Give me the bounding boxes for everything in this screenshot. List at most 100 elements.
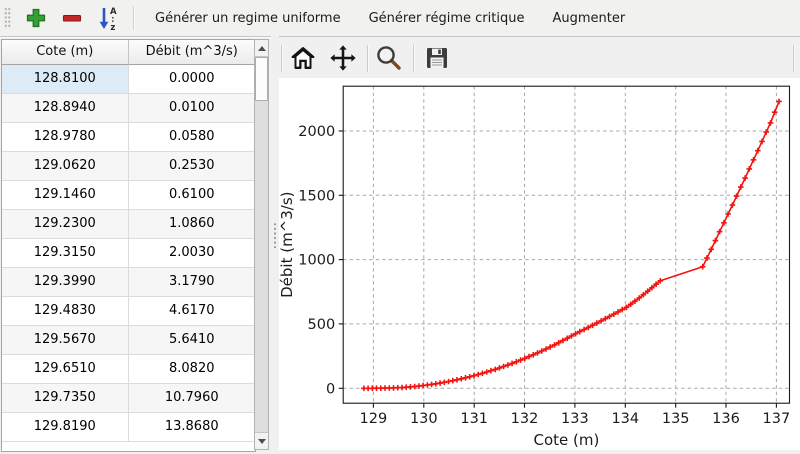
table-row[interactable]: 129.1460 0.6100 [2,181,255,210]
table-row[interactable]: 129.0620 0.2530 [2,152,255,181]
x-tick-label: 136 [712,411,740,427]
table-cell[interactable]: 129.4830 [2,297,129,325]
axes-spines [342,85,791,404]
x-axis-label: Cote (m) [533,431,599,449]
table-cell[interactable]: 3.1790 [169,274,215,289]
save-icon [427,48,447,68]
table-cell[interactable]: 8.0820 [169,361,215,376]
pan-icon [330,45,356,71]
table-cell[interactable]: 0.2530 [169,158,215,173]
home-button[interactable] [286,42,320,74]
table-row[interactable]: 129.3990 3.1790 [2,268,255,297]
table-header-row: Cote (m) Débit (m^3/s) [2,40,255,65]
table-row[interactable]: 128.8100 0.0000 [2,65,255,94]
table-row[interactable]: 129.7350 10.7960 [2,384,255,413]
scroll-down-button[interactable] [255,432,268,449]
y-tick-label: 1000 [298,253,335,269]
table-cell[interactable]: 128.9780 [2,123,129,151]
table-cell[interactable]: 129.2300 [2,210,129,238]
pane-splitter[interactable] [271,36,279,450]
table-row[interactable]: 128.9780 0.0580 [2,123,255,152]
table-cell[interactable]: 0.6100 [169,187,215,202]
x-tick-label: 130 [410,411,438,427]
table-row[interactable]: 129.3150 2.0030 [2,239,255,268]
table-cell[interactable]: 10.7960 [164,390,219,405]
table-cell[interactable]: 1.0860 [169,216,215,231]
figure-canvas[interactable]: 129 130 131 132 133 134 135 136 137 0 500 1000 1500 2… [278,78,800,450]
splitter-handle-icon [273,222,277,248]
y-tick-label: 0 [326,381,335,397]
y-axis-label: Débit (m^3/s) [279,191,296,297]
x-tick-label: 135 [662,411,690,427]
zoom-button[interactable] [372,42,406,74]
generate-uniform-regime-button[interactable]: Générer un regime uniforme [141,2,355,34]
table-scrollbar[interactable] [254,39,269,450]
table-cell[interactable]: 0.0580 [169,129,215,144]
table-cell[interactable]: 129.3150 [2,239,129,267]
table-cell[interactable]: 129.7350 [2,384,129,412]
table-cell[interactable]: 5.6410 [169,332,215,347]
sort-az-icon: A z [99,7,117,31]
scrollbar-track[interactable] [255,101,268,434]
sort-button[interactable]: A z [92,2,124,34]
plot-pane: 129 130 131 132 133 134 135 136 137 0 500 1000 1500 2… [278,37,800,450]
data-table: Cote (m) Débit (m^3/s) 128.8100 0.0000 128… [1,39,256,452]
arrow-up-icon [257,45,266,51]
x-tick-label: 129 [360,411,388,427]
chart-svg: 129 130 131 132 133 134 135 136 137 0 500 1000 1500 2… [278,85,791,449]
table-row[interactable]: 129.4830 4.6170 [2,297,255,326]
scrollbar-thumb[interactable] [255,57,268,101]
table-body: 128.8100 0.0000 128.8940 0.0100 128.9780 0.05… [2,65,255,442]
column-header-cote[interactable]: Cote (m) [2,40,129,65]
y-tick-label: 500 [308,317,336,333]
table-cell[interactable]: 0.0000 [169,71,215,86]
table-cell[interactable]: 129.1460 [2,181,129,209]
remove-icon [62,14,82,22]
x-tick-label: 137 [763,411,791,427]
series-markers [361,98,782,392]
x-tick-label: 132 [511,411,539,427]
x-tick-label: 131 [460,411,488,427]
plot-navigation-toolbar [279,40,800,76]
table-row[interactable]: 129.6510 8.0820 [2,355,255,384]
augment-button[interactable]: Augmenter [538,2,639,34]
table-cell[interactable]: 129.5670 [2,326,129,354]
y-tick-label: 2000 [298,124,335,140]
table-cell[interactable]: 129.0620 [2,152,129,180]
x-tick-label: 134 [611,411,639,427]
zoom-icon [377,46,401,70]
column-header-debit[interactable]: Débit (m^3/s) [128,40,255,65]
x-tick-label: 133 [561,411,589,427]
add-row-button[interactable] [20,2,52,34]
table-cell[interactable]: 13.8680 [164,419,219,434]
toolbar-separator [413,44,414,72]
scroll-up-button[interactable] [255,40,268,57]
table-row[interactable]: 129.2300 1.0860 [2,210,255,239]
table-row[interactable]: 129.5670 5.6410 [2,326,255,355]
table-cell[interactable]: 2.0030 [169,245,215,260]
add-icon [26,8,46,28]
table-cell[interactable]: 128.8100 [2,65,129,93]
table-pane: Cote (m) Débit (m^3/s) 128.8100 0.0000 128… [0,38,272,452]
table-cell[interactable]: 0.0100 [169,100,215,115]
svg-text:A: A [110,7,117,17]
main-toolbar: A z Générer un regime uniforme Générer r… [0,0,800,37]
table-cell[interactable]: 129.3990 [2,268,129,296]
table-row[interactable]: 129.8190 13.8680 [2,413,255,442]
table-row[interactable]: 128.8940 0.0100 [2,94,255,123]
table-cell[interactable]: 129.8190 [2,413,129,441]
table-cell[interactable]: 4.6170 [169,303,215,318]
arrow-down-icon [257,438,266,444]
table-cell[interactable]: 129.6510 [2,355,129,383]
save-button[interactable] [420,42,454,74]
toolbar-separator [133,6,134,30]
toolbar-drag-handle[interactable] [4,7,11,29]
series-line [363,101,780,390]
toolbar-separator [367,44,368,72]
generate-critical-regime-button[interactable]: Générer régime critique [355,2,539,34]
remove-row-button[interactable] [56,2,88,34]
toolbar-separator [793,44,794,72]
pan-button[interactable] [326,42,360,74]
table-cell[interactable]: 128.8940 [2,94,129,122]
